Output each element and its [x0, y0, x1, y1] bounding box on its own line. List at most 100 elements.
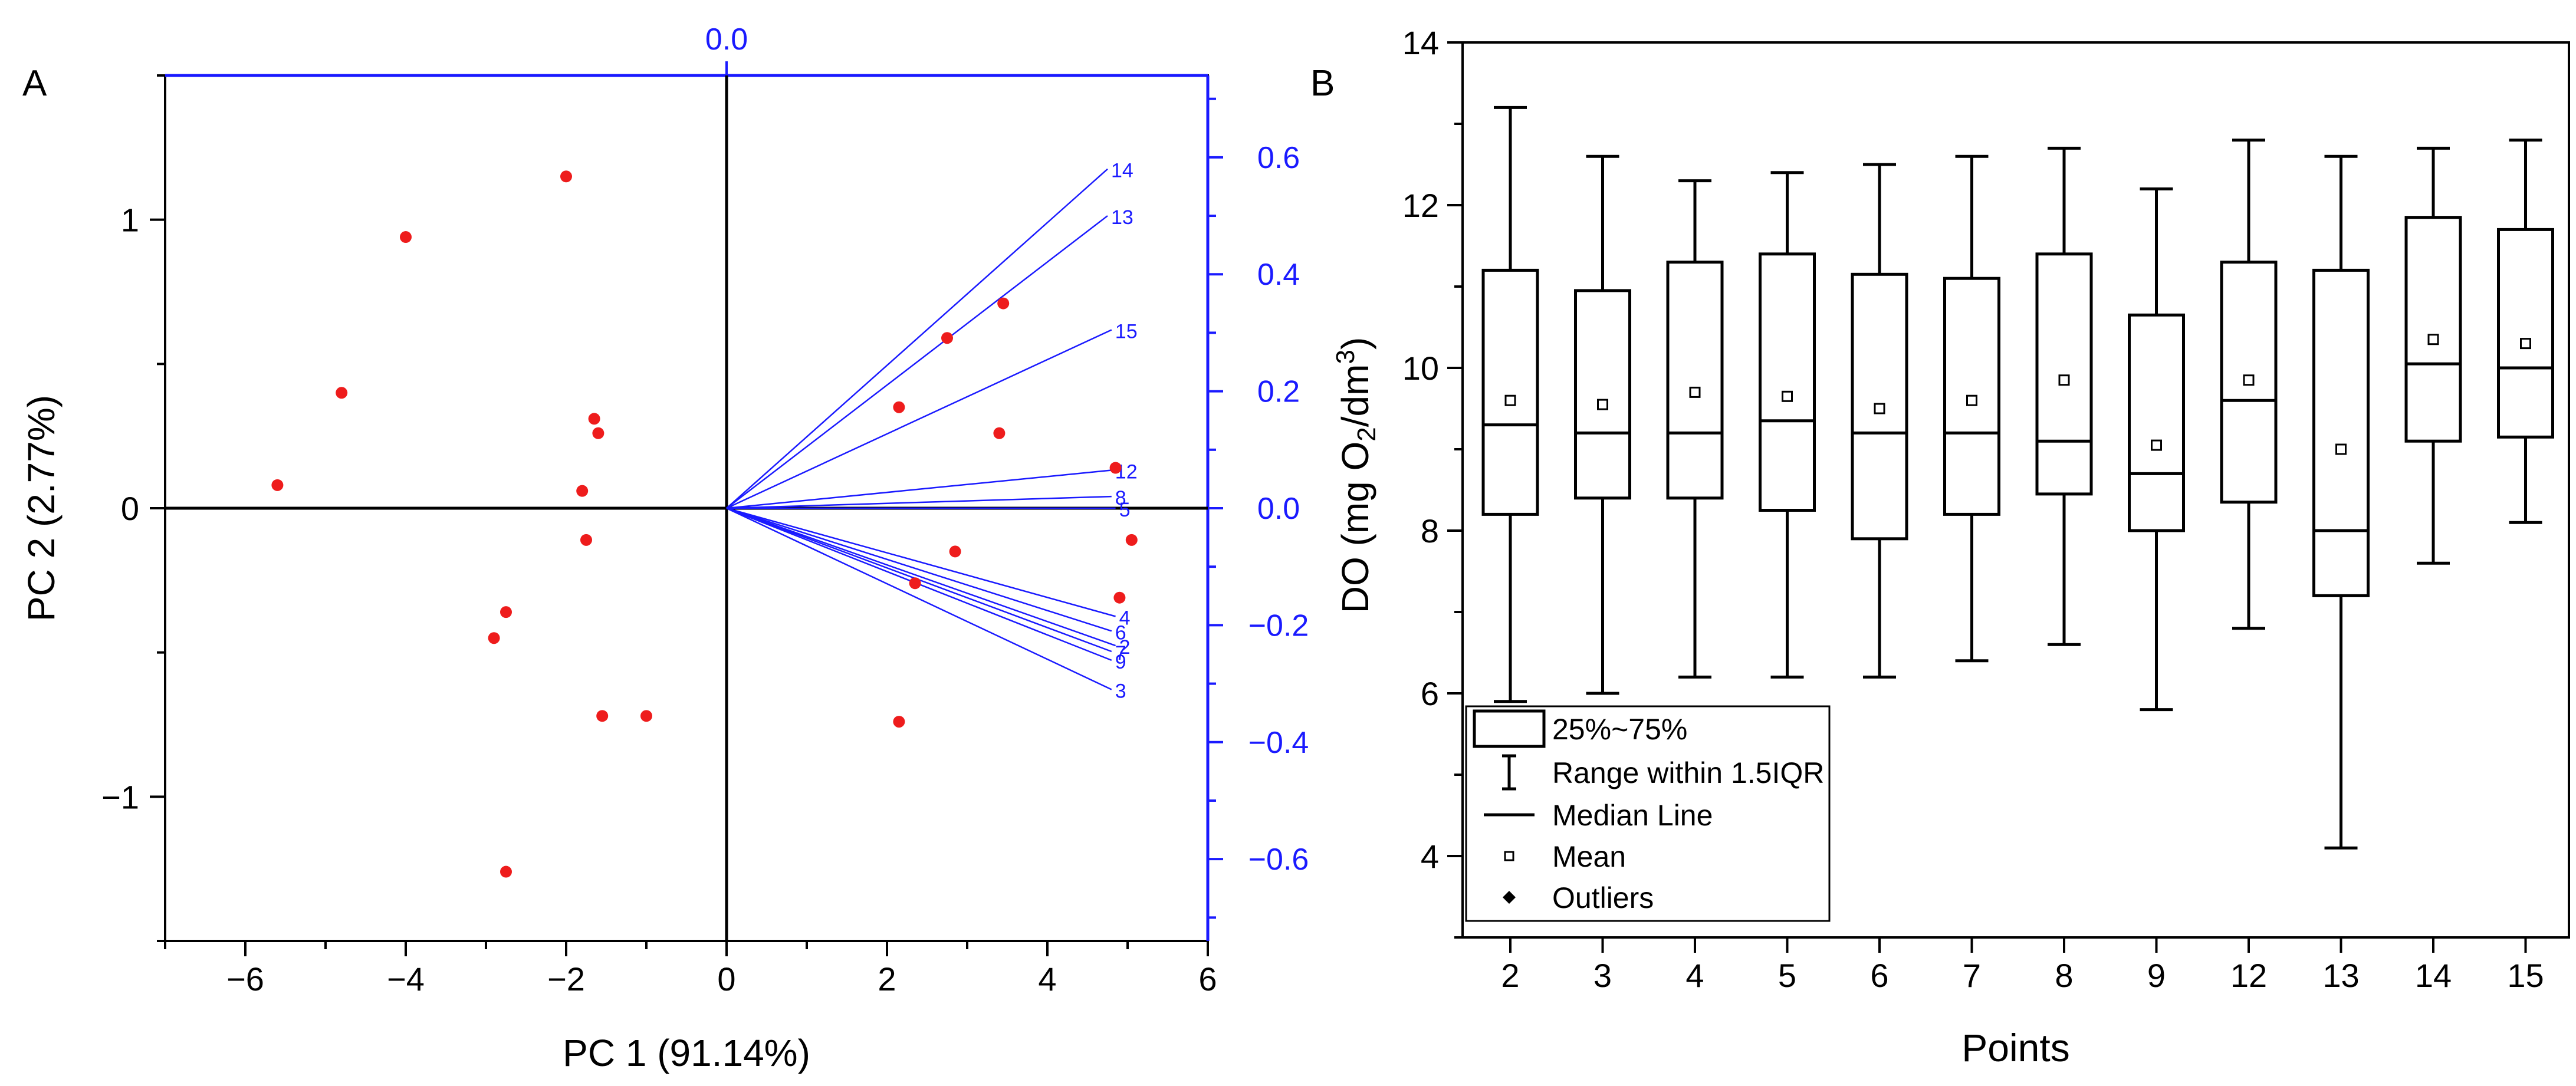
- mean-marker: [2151, 439, 2162, 451]
- secondary-y-tick-label: −0.6: [1248, 843, 1309, 877]
- mean-marker: [2058, 374, 2070, 386]
- box-iqr: [2035, 252, 2093, 496]
- loading-label: 9: [1115, 651, 1126, 673]
- legend-box-symbol: [1473, 709, 1546, 748]
- legend-entry-label: Mean: [1552, 840, 1626, 873]
- panel-b-boxplot: B 4 6 8 10 12 14 2 3 4 5 6 7 8 9 12 13 14 15 Points DO (m…: [1310, 24, 2570, 1069]
- secondary-y-tick-label: 0.6: [1257, 141, 1300, 175]
- x-tick-label: 7: [1963, 957, 1981, 994]
- x-tick-label: 6: [1870, 957, 1888, 994]
- score-point: [949, 545, 961, 558]
- legend-entry-label: 25%~75%: [1552, 713, 1687, 746]
- y-tick-label: 12: [1402, 187, 1439, 224]
- loading-vector: [726, 168, 1108, 509]
- x-tick-label: −2: [547, 960, 585, 998]
- y-tick-label: 10: [1402, 350, 1439, 387]
- secondary-y-tick-label: −0.2: [1248, 608, 1309, 643]
- loading-vector: [726, 329, 1112, 509]
- y-tick-label: 8: [1421, 512, 1439, 549]
- secondary-y-tick-label: 0.2: [1257, 375, 1300, 409]
- x-tick-label: 5: [1778, 957, 1796, 994]
- y-tick-label: 14: [1402, 24, 1439, 61]
- secondary-y-tick-label: 0.0: [1257, 492, 1300, 526]
- x-tick-label: 15: [2507, 957, 2544, 994]
- x-tick-label: −6: [226, 960, 264, 998]
- y-label-sup: 3: [1331, 350, 1360, 364]
- mean-marker: [1689, 386, 1701, 398]
- x-tick-label: 9: [2147, 957, 2166, 994]
- score-point: [1113, 591, 1126, 604]
- loading-vector: [726, 507, 1116, 617]
- loading-label: 5: [1119, 499, 1131, 521]
- loading-vector: [726, 507, 1112, 632]
- score-point: [500, 606, 512, 618]
- score-point: [893, 401, 905, 413]
- legend-outlier-symbol: [1503, 891, 1516, 904]
- box-iqr: [2497, 228, 2554, 439]
- loading-label: 14: [1111, 160, 1133, 182]
- secondary-y-tick-label: −0.4: [1248, 726, 1309, 760]
- panel-a-top-axis-label: 0.0: [705, 22, 748, 57]
- x-tick-label: 4: [1038, 960, 1056, 998]
- x-tick-label: 4: [1685, 957, 1704, 994]
- loading-label: 6: [1115, 621, 1126, 644]
- loading-vector: [726, 495, 1112, 509]
- mean-marker: [2520, 338, 2531, 350]
- score-point: [576, 485, 589, 497]
- secondary-y-tick-label: 0.4: [1257, 258, 1300, 292]
- loading-label: 3: [1115, 680, 1126, 702]
- legend-entry-label: Median Line: [1552, 799, 1713, 832]
- loading-label: 2: [1119, 636, 1131, 659]
- legend-entry-label: Range within 1.5IQR: [1552, 756, 1824, 789]
- score-point: [596, 710, 609, 722]
- y-tick-label: −1: [101, 778, 139, 815]
- score-point: [893, 716, 905, 728]
- y-tick-label: 0: [121, 490, 139, 527]
- y-tick-label: 6: [1421, 675, 1439, 712]
- score-point: [580, 534, 592, 546]
- box-iqr: [1759, 252, 1816, 512]
- mean-marker: [2243, 374, 2255, 386]
- score-point: [592, 427, 604, 439]
- panel-b-plot-frame: [1461, 41, 2570, 939]
- loading-vector: [726, 469, 1112, 509]
- score-point: [400, 231, 412, 243]
- panel-b-y-axis-label: DO (mg O2/dm3): [1331, 337, 1381, 614]
- box-iqr: [2128, 313, 2185, 532]
- x-tick-label: 8: [2055, 957, 2073, 994]
- mean-marker: [1597, 399, 1608, 410]
- score-point: [500, 865, 512, 878]
- box-iqr: [1574, 289, 1631, 500]
- score-point: [560, 170, 572, 183]
- panel-b-label: B: [1310, 63, 1335, 104]
- y-label-mid: /dm: [1334, 364, 1376, 427]
- loading-vector: [726, 507, 1116, 647]
- box-iqr: [1481, 268, 1539, 516]
- x-tick-label: 0: [717, 960, 735, 998]
- score-point: [1125, 534, 1138, 546]
- x-tick-label: 12: [2230, 957, 2267, 994]
- loading-label: 15: [1115, 320, 1138, 343]
- panel-a-x-axis-label: PC 1 (91.14%): [563, 1032, 810, 1074]
- score-point: [488, 632, 500, 644]
- box-iqr: [2404, 216, 2462, 443]
- loading-label: 7: [1115, 642, 1126, 664]
- score-point: [336, 387, 348, 399]
- x-tick-label: 2: [1501, 957, 1519, 994]
- panel-a-y-axis-label: PC 2 (2.77%): [20, 395, 63, 621]
- x-tick-label: 13: [2322, 957, 2359, 994]
- score-point: [271, 479, 284, 491]
- box-iqr: [1666, 261, 1724, 500]
- score-point: [1109, 462, 1122, 474]
- score-point: [997, 297, 1010, 310]
- mean-marker: [1782, 390, 1793, 402]
- loading-vector: [726, 507, 1112, 690]
- y-label-end: ): [1334, 337, 1376, 350]
- loading-label: 4: [1119, 607, 1131, 630]
- score-point: [993, 427, 1006, 439]
- legend-entry-label: Outliers: [1552, 881, 1654, 914]
- mean-marker: [1874, 403, 1885, 414]
- y-label-main: DO (mg O: [1334, 442, 1376, 614]
- x-tick-label: 6: [1198, 960, 1217, 998]
